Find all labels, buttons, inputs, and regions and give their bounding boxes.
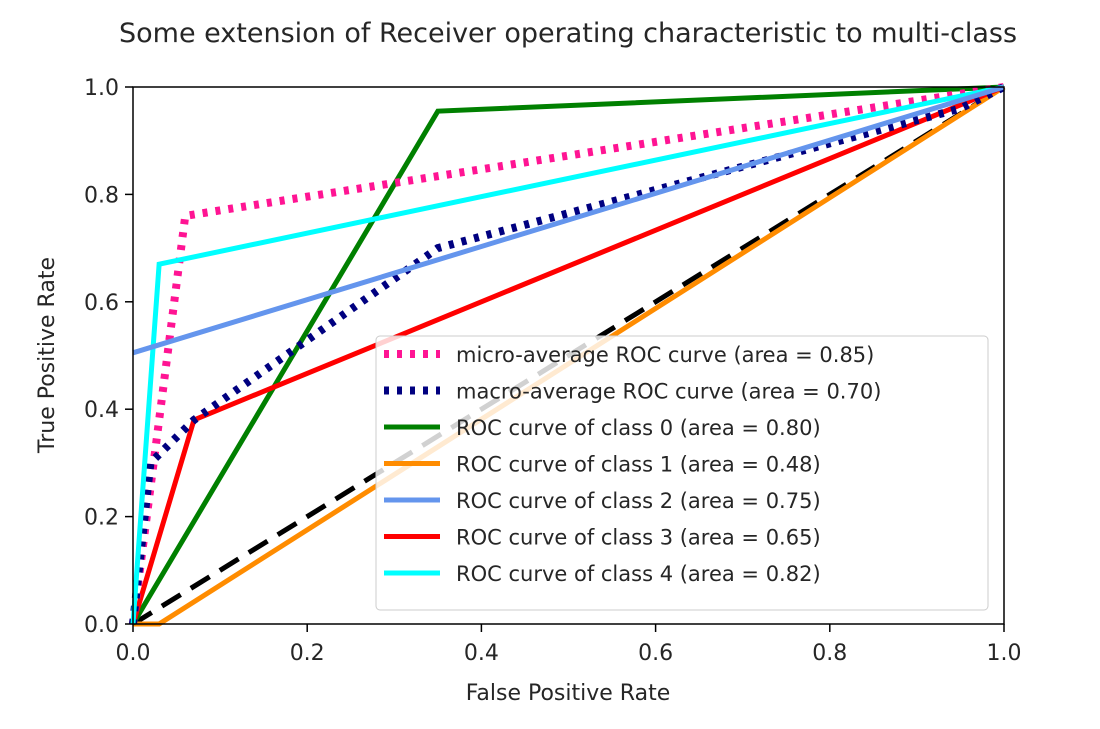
x-tick-label: 0.0 (116, 641, 151, 666)
series-0-line (129, 83, 1005, 625)
y-tick-label: 0.8 (84, 183, 119, 208)
series-4-line (132, 84, 1005, 356)
x-tick-label: 0.4 (464, 641, 499, 666)
x-axis-label: False Positive Rate (466, 681, 670, 706)
y-tick-label: 0.2 (84, 506, 119, 531)
x-axis: 0.0 0.2 0.4 0.6 0.8 1.0 (116, 624, 1022, 666)
series-6-line (130, 84, 1005, 625)
series-2-legend-label: ROC curve of class 0 (area = 0.80) (456, 416, 821, 440)
y-tick-label: 0.6 (84, 291, 119, 316)
series-2-line (130, 84, 1005, 626)
legend-box (375, 335, 989, 611)
x-tick-label: 1.0 (987, 641, 1022, 666)
series-0-legend-label: micro-average ROC curve (area = 0.85) (456, 343, 874, 367)
series-3-legend-label: ROC curve of class 1 (area = 0.48) (456, 453, 821, 477)
series-1-legend-label: macro-average ROC curve (area = 0.70) (456, 380, 881, 404)
x-tick-label: 0.2 (290, 641, 325, 666)
x-tick-label: 0.8 (812, 641, 847, 666)
series-6-legend-label: ROC curve of class 4 (area = 0.82) (456, 562, 821, 586)
y-axis: 0.0 0.2 0.4 0.6 0.8 1.0 (84, 76, 133, 638)
series-5-legend-label: ROC curve of class 3 (area = 0.65) (456, 526, 821, 550)
y-axis-label: True Positive Rate (35, 257, 60, 454)
series-4-legend-label: ROC curve of class 2 (area = 0.75) (456, 489, 821, 513)
series-1-line (129, 83, 1006, 625)
y-tick-label: 0.4 (84, 398, 119, 423)
legend: micro-average ROC curve (area = 0.85) mac… (375, 335, 989, 611)
y-tick-label: 0.0 (84, 613, 119, 638)
x-tick-label: 0.6 (638, 641, 673, 666)
series-layer (129, 83, 1006, 627)
plot-frame (132, 86, 1005, 625)
chart-title: Some extension of Receiver operating cha… (119, 18, 1017, 49)
y-tick-label: 1.0 (84, 76, 119, 101)
